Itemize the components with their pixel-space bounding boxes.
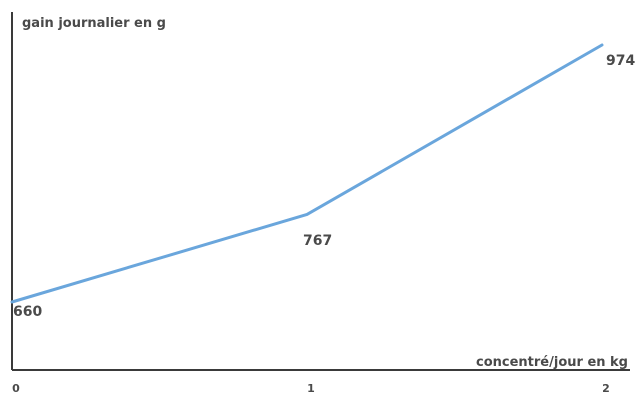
y-axis-label: gain journalier en g [22,16,166,31]
x-tick-label: 2 [602,382,610,395]
data-label: 660 [13,304,42,320]
x-tick-label: 0 [12,382,20,395]
chart-marks: 0 1 2 660 767 974 [12,53,635,395]
x-axis-label: concentré/jour en kg [476,355,628,370]
data-label: 767 [303,233,332,249]
series-line [10,43,604,304]
x-tick-label: 1 [307,382,315,395]
data-label: 974 [606,53,635,69]
